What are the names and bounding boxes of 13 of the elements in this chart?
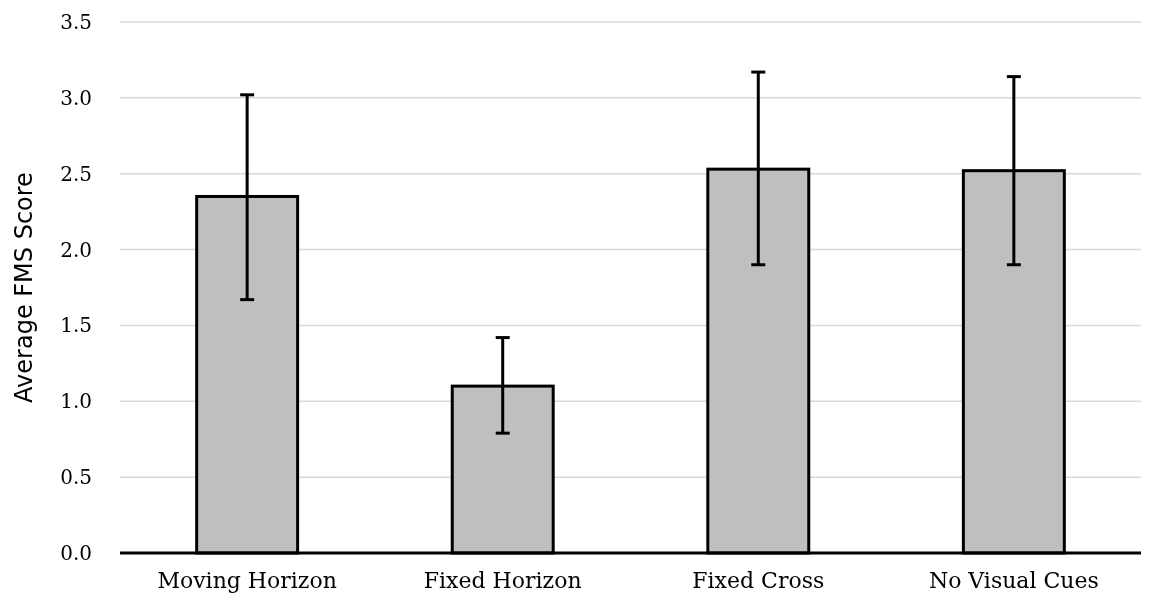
- x-tick-label: Moving Horizon: [157, 568, 337, 593]
- y-tick-label: 1.0: [60, 389, 92, 414]
- y-tick-label: 3.0: [60, 85, 92, 110]
- x-tick-label: Fixed Cross: [692, 568, 825, 593]
- y-tick-label: 1.5: [60, 313, 92, 338]
- y-tick-label: 0.5: [60, 465, 92, 490]
- y-tick-label: 3.5: [60, 10, 92, 34]
- x-tick-label: Fixed Horizon: [423, 568, 582, 593]
- y-tick-label: 0.0: [60, 541, 92, 565]
- y-tick-label: 2.0: [60, 237, 92, 262]
- x-tick-label: No Visual Cues: [928, 568, 1099, 593]
- y-tick-label: 2.5: [60, 161, 92, 186]
- y-axis-title: Average FMS Score: [10, 172, 38, 403]
